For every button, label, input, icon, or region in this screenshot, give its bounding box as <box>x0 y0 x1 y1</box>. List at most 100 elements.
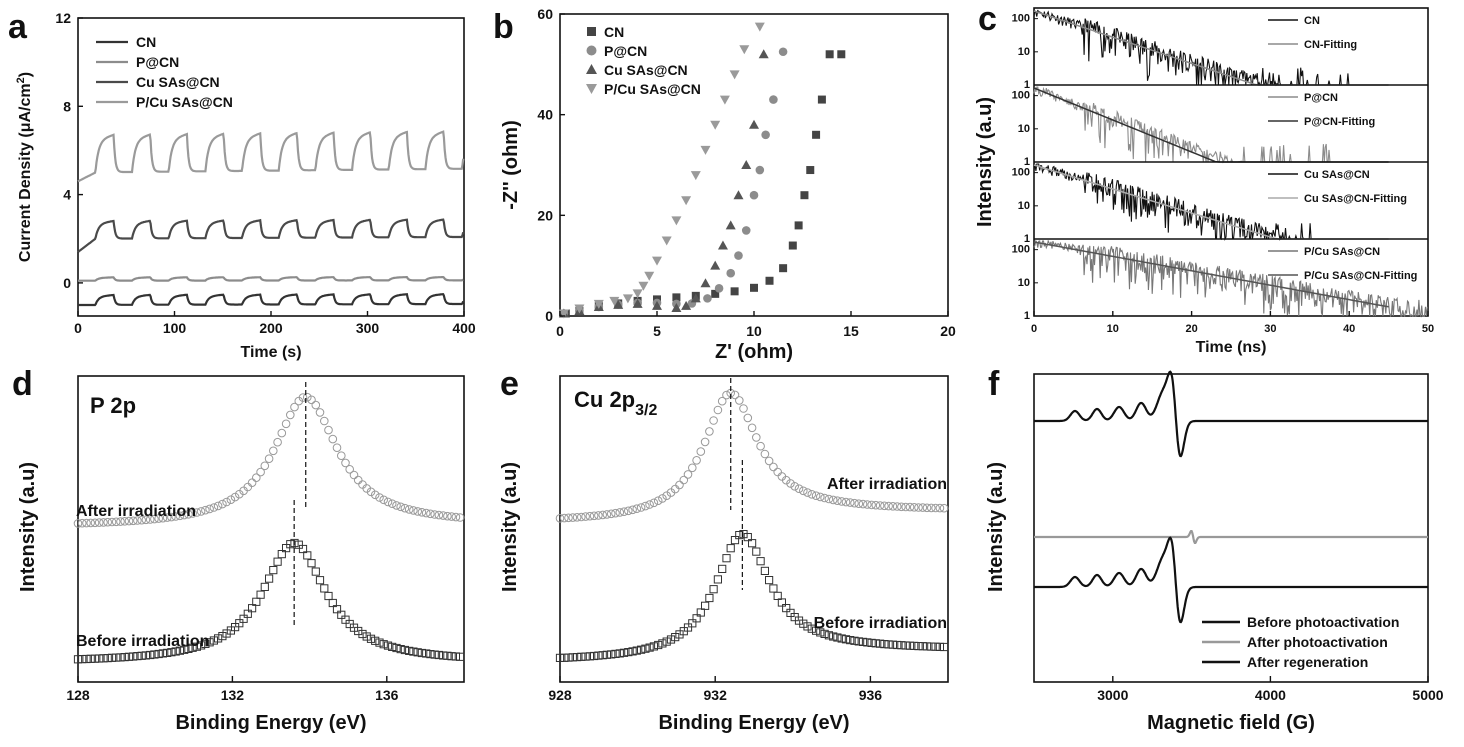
data-point-e-1-12 <box>607 650 616 659</box>
data-point-e-0-12 <box>606 509 616 519</box>
data-point-e-0-68 <box>845 498 855 507</box>
annotation-after-d: After irradiation <box>76 503 196 520</box>
legend-label-c-1-0: P@CN <box>1304 92 1338 104</box>
data-point-d-0-83 <box>426 509 435 519</box>
data-point-b-2-16 <box>758 49 769 59</box>
data-point-b-3-12 <box>690 171 701 181</box>
legend-label-b-0: CN <box>604 24 624 40</box>
data-point-b-3-8 <box>652 256 662 266</box>
data-point-d-0-47 <box>273 437 282 447</box>
data-point-e-1-22 <box>649 642 658 651</box>
data-point-e-1-84 <box>914 642 923 651</box>
data-point-b-2-14 <box>741 160 752 169</box>
data-point-e-1-74 <box>871 639 880 648</box>
data-point-e-0-65 <box>833 496 842 506</box>
series-points-b <box>558 22 846 319</box>
data-point-e-1-81 <box>901 641 910 650</box>
y-tick-label-c-2-2: 100 <box>1012 167 1030 179</box>
panel-title-d: P 2p <box>90 393 136 418</box>
data-point-e-0-81 <box>901 502 911 512</box>
data-point-d-1-15 <box>137 651 146 660</box>
data-point-d-0-25 <box>179 510 189 520</box>
panel-title-e: Cu 2p3/2 <box>574 387 657 419</box>
data-point-e-0-87 <box>927 503 936 513</box>
x-tick-label-c-4: 40 <box>1343 323 1355 335</box>
data-point-d-1-72 <box>379 640 388 649</box>
data-point-e-1-70 <box>854 637 863 646</box>
data-point-e-0-50 <box>769 462 778 472</box>
data-point-e-0-1 <box>560 513 569 523</box>
data-point-d-0-17 <box>145 515 155 524</box>
data-point-d-0-18 <box>150 514 159 524</box>
data-point-d-1-4 <box>90 654 100 663</box>
data-point-b-1-11 <box>734 251 743 260</box>
plot-frame-e <box>559 375 949 683</box>
data-point-d-0-4 <box>90 518 100 528</box>
data-point-b-2-3 <box>613 299 624 309</box>
series-line-f-0 <box>1034 370 1428 458</box>
data-point-e-1-41 <box>730 536 740 545</box>
data-point-b-2-6 <box>671 302 682 312</box>
data-point-e-0-56 <box>794 484 804 494</box>
x-axis-label-a: Time (s) <box>240 344 301 361</box>
y-axis-label-c: Intensity (a.u) <box>974 97 996 227</box>
data-point-d-0-3 <box>86 518 95 528</box>
data-point-d-0-66 <box>353 475 363 485</box>
data-point-e-1-78 <box>888 640 897 649</box>
data-point-e-0-53 <box>781 475 791 485</box>
data-point-e-1-64 <box>829 632 838 641</box>
data-point-d-1-74 <box>388 642 397 651</box>
data-point-e-1-53 <box>782 604 791 613</box>
data-point-b-1-8 <box>703 294 712 303</box>
data-point-e-1-10 <box>598 651 607 660</box>
data-point-b-2-11 <box>717 240 728 250</box>
data-point-d-1-22 <box>167 648 176 657</box>
y-tick-label-b-2: 40 <box>537 107 553 123</box>
data-point-d-0-21 <box>162 513 172 522</box>
y-tick-label-a-1: 4 <box>63 187 71 203</box>
data-point-e-0-36 <box>709 416 718 425</box>
data-point-e-0-30 <box>683 470 693 479</box>
data-point-e-0-77 <box>884 501 893 511</box>
data-point-d-0-1 <box>77 518 87 528</box>
data-point-b-3-15 <box>719 95 730 105</box>
data-point-b-3-1 <box>574 304 585 314</box>
data-point-e-1-90 <box>940 642 949 652</box>
data-point-b-1-17 <box>778 47 788 57</box>
data-point-e-1-69 <box>850 636 859 645</box>
data-point-e-1-86 <box>922 642 932 651</box>
data-point-b-1-13 <box>749 190 759 200</box>
data-point-d-1-23 <box>171 647 180 656</box>
data-point-e-1-58 <box>803 622 812 631</box>
data-point-d-0-59 <box>324 425 333 435</box>
data-point-e-1-6 <box>581 652 590 661</box>
legend-marker-b-1 <box>586 45 597 56</box>
data-point-d-0-11 <box>120 517 129 526</box>
data-point-e-0-45 <box>747 423 757 433</box>
data-point-d-0-13 <box>128 516 138 526</box>
data-point-d-0-20 <box>158 513 168 523</box>
data-point-e-0-70 <box>854 499 864 509</box>
data-point-d-0-65 <box>349 470 359 480</box>
data-point-b-0-11 <box>765 276 774 285</box>
data-point-d-0-45 <box>264 454 274 464</box>
data-point-d-1-52 <box>294 540 303 549</box>
data-point-d-1-14 <box>133 652 142 661</box>
decay-data-c-0 <box>1033 9 1350 87</box>
x-ticks-c: 0 10 20 30 40 50 <box>1031 311 1434 335</box>
data-point-e-0-48 <box>760 449 770 459</box>
data-point-e-1-88 <box>931 642 940 651</box>
decay-fit-c-3 <box>1033 241 1389 308</box>
data-point-d-0-74 <box>387 499 397 509</box>
legend-label-c-2-1: Cu SAs@CN-Fitting <box>1304 193 1407 205</box>
data-point-d-1-80 <box>413 648 422 657</box>
data-point-d-0-86 <box>438 511 448 520</box>
data-point-e-0-51 <box>773 467 783 477</box>
data-point-d-0-22 <box>167 512 176 522</box>
data-point-b-2-13 <box>733 190 744 200</box>
data-point-d-1-57 <box>315 576 325 585</box>
data-point-d-0-57 <box>315 408 325 417</box>
data-point-d-1-40 <box>243 609 252 618</box>
data-point-d-0-88 <box>447 512 456 521</box>
